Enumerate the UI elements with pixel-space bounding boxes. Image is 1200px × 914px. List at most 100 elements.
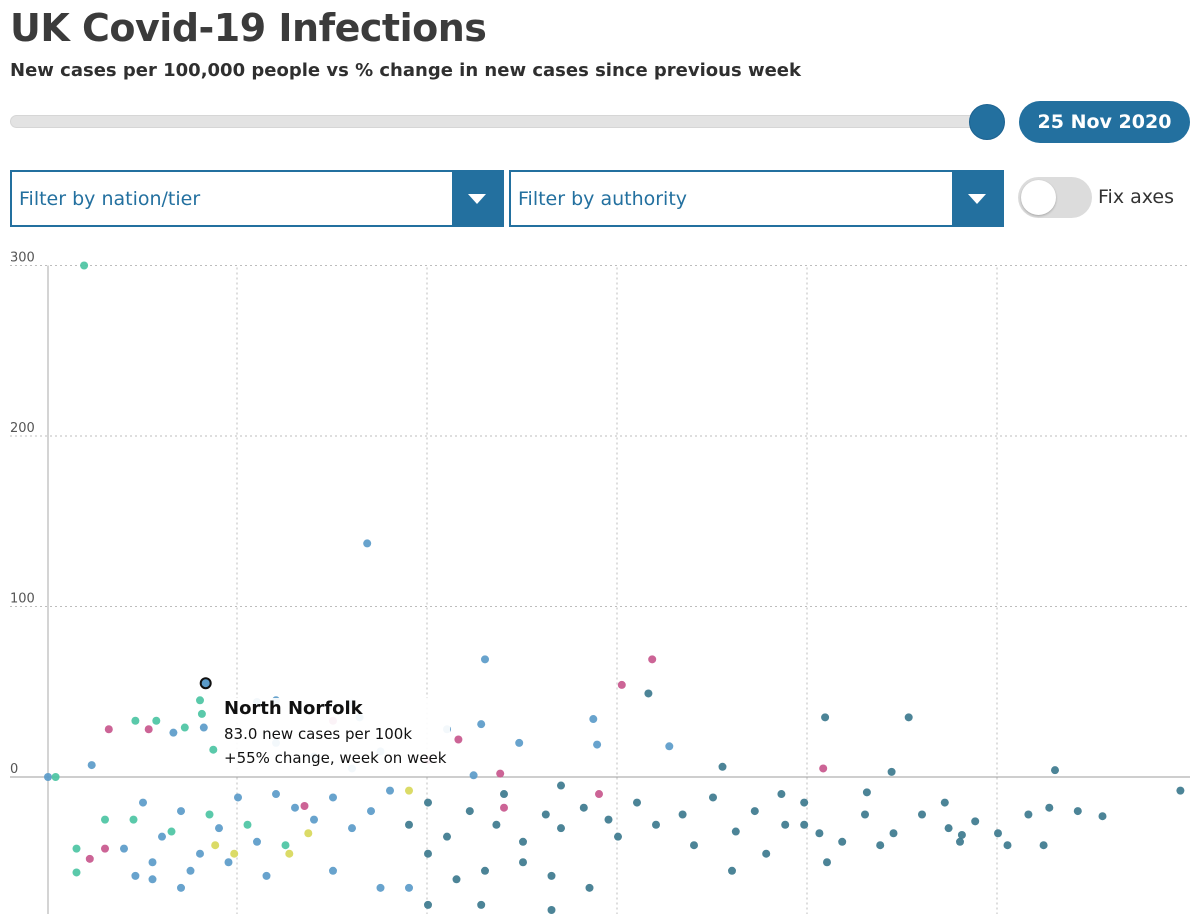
data-point <box>355 713 364 722</box>
data-point <box>300 801 309 810</box>
data-point <box>262 871 271 880</box>
data-point <box>253 697 261 706</box>
data-point <box>690 841 698 850</box>
data-point <box>889 829 898 838</box>
data-point <box>329 716 337 725</box>
data-point <box>272 696 280 705</box>
y-tick-label: 300 <box>10 251 35 266</box>
page-title: UK Covid-19 Infections <box>10 6 487 50</box>
data-point <box>205 810 214 819</box>
data-point <box>72 868 81 877</box>
data-point <box>492 820 501 829</box>
data-point <box>131 871 140 880</box>
data-point <box>329 793 337 802</box>
data-point <box>443 725 451 734</box>
data-point <box>971 817 980 826</box>
data-point <box>1098 812 1107 821</box>
data-point <box>253 837 261 846</box>
fix-axes-toggle[interactable] <box>1018 177 1092 218</box>
nation-tier-filter-dropdown-button[interactable] <box>452 172 502 225</box>
data-point <box>652 820 660 829</box>
data-point <box>904 713 913 722</box>
scatter-chart: 0 100 200 300 <box>10 251 1190 914</box>
data-point <box>477 720 486 729</box>
data-point <box>1003 841 1012 850</box>
data-point <box>139 798 147 807</box>
data-point <box>424 849 432 858</box>
data-point <box>376 747 385 756</box>
data-point <box>1045 803 1054 812</box>
data-point <box>196 849 204 858</box>
highlighted-data-point <box>199 677 212 690</box>
data-point <box>197 709 206 718</box>
data-point <box>148 875 157 884</box>
data-point <box>177 883 185 892</box>
data-point <box>285 849 294 858</box>
data-point <box>129 815 138 824</box>
data-point <box>1073 807 1082 816</box>
data-point <box>956 837 964 846</box>
data-point <box>310 815 318 824</box>
data-point <box>718 762 727 771</box>
authority-filter-select[interactable]: Filter by authority <box>509 170 1004 227</box>
data-point <box>199 723 208 732</box>
page-subtitle: New cases per 100,000 people vs % change… <box>10 60 801 81</box>
data-point <box>1039 841 1048 850</box>
data-point <box>469 771 478 780</box>
data-point <box>541 810 550 819</box>
data-point <box>604 815 613 824</box>
data-point <box>944 824 953 833</box>
data-point <box>272 738 280 747</box>
data-point <box>861 810 869 819</box>
data-point <box>750 807 759 816</box>
data-point <box>617 680 626 689</box>
data-point <box>477 900 486 909</box>
data-point <box>72 844 81 853</box>
data-point <box>728 866 736 875</box>
date-slider-track[interactable] <box>10 115 1000 128</box>
data-point <box>80 261 89 270</box>
data-point <box>454 735 463 744</box>
data-point <box>1176 786 1185 795</box>
data-point <box>481 655 489 664</box>
data-point <box>443 832 451 841</box>
authority-filter-dropdown-button[interactable] <box>952 172 1002 225</box>
data-point <box>800 798 809 807</box>
data-point <box>994 829 1002 838</box>
data-point <box>131 716 140 725</box>
data-point <box>800 820 809 829</box>
data-point <box>821 713 830 722</box>
date-slider-thumb[interactable] <box>969 104 1005 140</box>
data-point <box>177 807 185 816</box>
data-point <box>85 854 94 863</box>
data-point <box>101 815 109 824</box>
data-point <box>585 883 594 892</box>
date-label-badge: 25 Nov 2020 <box>1019 101 1190 143</box>
data-point <box>304 829 313 838</box>
nation-tier-filter-select[interactable]: Filter by nation/tier <box>10 170 504 227</box>
nation-tier-filter-label: Filter by nation/tier <box>19 187 201 210</box>
data-point <box>405 786 413 795</box>
data-point <box>648 655 657 664</box>
data-point <box>405 883 413 892</box>
data-point <box>633 798 641 807</box>
data-point <box>1024 810 1033 819</box>
data-point <box>120 844 128 853</box>
data-point <box>101 844 109 853</box>
data-point <box>519 837 527 846</box>
data-point <box>348 764 356 773</box>
data-point <box>44 773 52 781</box>
data-point <box>215 824 223 833</box>
data-point <box>51 773 60 781</box>
fix-axes-toggle-knob[interactable] <box>1021 180 1056 215</box>
data-point <box>376 883 385 892</box>
data-point <box>329 866 337 875</box>
data-point <box>424 900 432 909</box>
data-point <box>152 716 161 725</box>
data-point <box>519 858 527 867</box>
data-point <box>957 830 966 839</box>
data-point <box>678 810 687 819</box>
data-point <box>186 866 195 875</box>
data-point <box>348 699 356 708</box>
data-point <box>500 803 508 812</box>
